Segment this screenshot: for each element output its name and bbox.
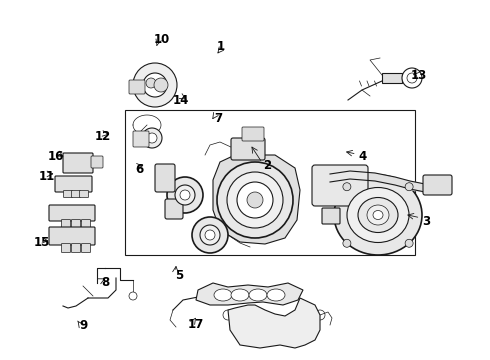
FancyBboxPatch shape: [62, 243, 71, 252]
Polygon shape: [196, 283, 303, 305]
FancyBboxPatch shape: [49, 205, 95, 221]
FancyBboxPatch shape: [72, 243, 80, 252]
FancyBboxPatch shape: [91, 156, 103, 168]
Circle shape: [405, 239, 413, 247]
FancyBboxPatch shape: [165, 199, 183, 219]
Circle shape: [402, 68, 422, 88]
Ellipse shape: [373, 211, 383, 220]
Text: 2: 2: [263, 159, 271, 172]
Text: 5: 5: [175, 269, 183, 282]
FancyBboxPatch shape: [72, 190, 80, 198]
FancyBboxPatch shape: [81, 220, 91, 229]
Text: 14: 14: [173, 94, 190, 107]
FancyBboxPatch shape: [423, 175, 452, 195]
Text: 4: 4: [359, 150, 367, 163]
Circle shape: [129, 292, 137, 300]
Bar: [382, 73, 402, 83]
FancyBboxPatch shape: [55, 176, 92, 192]
Text: 6: 6: [136, 163, 144, 176]
Bar: [125, 110, 415, 255]
Polygon shape: [213, 155, 300, 244]
Text: 16: 16: [48, 150, 65, 163]
FancyBboxPatch shape: [155, 164, 175, 192]
FancyBboxPatch shape: [133, 131, 149, 147]
FancyBboxPatch shape: [63, 153, 93, 173]
Text: 11: 11: [38, 170, 55, 183]
FancyBboxPatch shape: [312, 165, 368, 206]
Ellipse shape: [347, 188, 409, 243]
Text: 17: 17: [188, 318, 204, 330]
Circle shape: [237, 182, 273, 218]
Circle shape: [315, 310, 325, 320]
Circle shape: [205, 230, 215, 240]
Text: 10: 10: [153, 33, 170, 46]
FancyBboxPatch shape: [72, 220, 80, 229]
FancyBboxPatch shape: [62, 220, 71, 229]
Ellipse shape: [267, 289, 285, 301]
Circle shape: [192, 217, 228, 253]
Ellipse shape: [367, 205, 389, 225]
Circle shape: [343, 183, 351, 191]
FancyBboxPatch shape: [231, 138, 265, 160]
Text: 12: 12: [95, 130, 111, 143]
Circle shape: [227, 172, 283, 228]
Text: 8: 8: [101, 276, 109, 289]
Circle shape: [200, 225, 220, 245]
Text: 3: 3: [422, 215, 430, 228]
Text: 7: 7: [214, 112, 222, 125]
Circle shape: [154, 78, 168, 92]
Circle shape: [223, 310, 233, 320]
Ellipse shape: [358, 198, 398, 233]
Circle shape: [217, 162, 293, 238]
FancyBboxPatch shape: [64, 190, 73, 198]
Text: 9: 9: [79, 319, 87, 332]
Circle shape: [405, 183, 413, 191]
Circle shape: [133, 63, 177, 107]
FancyBboxPatch shape: [322, 208, 340, 224]
Circle shape: [147, 133, 157, 143]
FancyBboxPatch shape: [212, 228, 226, 240]
Circle shape: [407, 73, 417, 83]
FancyBboxPatch shape: [79, 190, 89, 198]
Text: 15: 15: [33, 237, 50, 249]
Circle shape: [143, 73, 167, 97]
Circle shape: [343, 239, 351, 247]
Ellipse shape: [249, 289, 267, 301]
FancyBboxPatch shape: [242, 127, 264, 141]
Text: 13: 13: [411, 69, 427, 82]
Circle shape: [142, 128, 162, 148]
Circle shape: [180, 190, 190, 200]
FancyBboxPatch shape: [81, 243, 91, 252]
Circle shape: [167, 177, 203, 213]
Circle shape: [175, 185, 195, 205]
FancyBboxPatch shape: [49, 227, 95, 245]
FancyBboxPatch shape: [129, 80, 145, 94]
Circle shape: [146, 78, 156, 88]
Ellipse shape: [334, 175, 422, 255]
FancyBboxPatch shape: [244, 190, 264, 206]
Polygon shape: [228, 298, 320, 348]
Circle shape: [247, 192, 263, 208]
Ellipse shape: [231, 289, 249, 301]
Ellipse shape: [214, 289, 232, 301]
Text: 1: 1: [217, 40, 224, 53]
